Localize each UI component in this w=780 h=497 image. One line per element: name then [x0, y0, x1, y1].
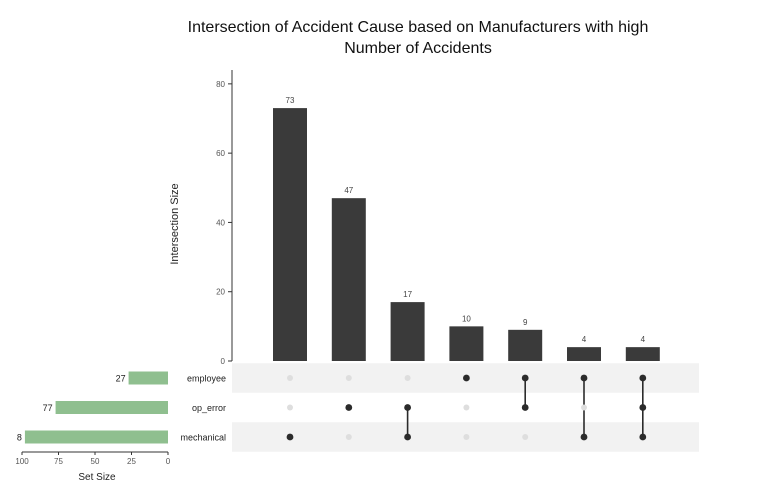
set-label-op_error: op_error	[192, 403, 226, 413]
matrix-dot-6-op_error	[581, 404, 587, 411]
set-size-bar-mechanical	[24, 430, 169, 444]
chart-title-line-2: Number of Accidents	[344, 40, 492, 57]
matrix-dot-3-employee	[404, 375, 411, 381]
bar-label-7: 4	[641, 335, 646, 344]
matrix-dot-6-mechanical	[580, 433, 588, 441]
matrix: employee op_error mechanical	[180, 363, 699, 452]
bar-5	[508, 329, 543, 361]
y-axis: 0 20 40 60 80	[216, 70, 233, 366]
set-label-mechanical: mechanical	[180, 433, 226, 443]
intersection-bars: 73 47 17 10 9 4 4	[273, 96, 660, 361]
matrix-dot-4-employee	[463, 374, 470, 382]
bar-label-1: 73	[286, 96, 295, 105]
set-label-employee: employee	[187, 374, 226, 384]
y-axis-label-group: Intersection Size	[169, 183, 181, 264]
y-tick-label-60: 60	[216, 149, 225, 158]
matrix-dot-1-op_error	[287, 404, 293, 411]
y-tick-label-40: 40	[216, 218, 225, 227]
bar-4	[449, 326, 484, 361]
matrix-dot-3-op_error	[404, 404, 411, 411]
chart-title: Intersection of Accident Cause based on …	[188, 19, 649, 57]
matrix-dot-7-mechanical	[639, 433, 647, 441]
set-size-tick-label-100: 100	[15, 457, 29, 466]
set-size-axis-label: Set Size	[78, 472, 116, 483]
y-axis-label: Intersection Size	[169, 183, 181, 264]
matrix-dot-7-employee	[639, 374, 647, 382]
bar-7	[625, 347, 660, 361]
bar-label-6: 4	[582, 335, 587, 344]
matrix-dot-1-employee	[287, 375, 293, 381]
bar-3	[390, 302, 425, 361]
set-size-value-employee: 27	[116, 374, 126, 384]
matrix-dot-1-mechanical	[286, 433, 294, 441]
matrix-dot-7-op_error	[639, 404, 647, 411]
set-size-tick-label-25: 25	[127, 457, 136, 466]
bar-6	[567, 347, 601, 361]
bar-label-3: 17	[403, 290, 412, 299]
matrix-dot-3-mechanical	[404, 433, 411, 441]
bar-1	[273, 108, 307, 361]
matrix-dot-5-mechanical	[522, 434, 529, 440]
matrix-dot-2-employee	[345, 375, 352, 381]
set-size-value-op_error: 77	[43, 403, 53, 413]
matrix-dot-5-employee	[521, 374, 529, 382]
matrix-dot-5-op_error	[521, 404, 529, 411]
y-tick-label-80: 80	[216, 80, 225, 89]
bar-2	[331, 198, 366, 361]
bar-label-4: 10	[462, 314, 471, 323]
set-size-panel: 27 77 8 100 75 50 25 0 Set Size	[15, 371, 171, 483]
chart-title-line-1: Intersection of Accident Cause based on …	[188, 19, 649, 36]
matrix-dot-4-mechanical	[463, 434, 470, 440]
set-size-bar-op_error	[55, 401, 168, 414]
set-size-tick-label-50: 50	[91, 457, 100, 466]
bar-label-2: 47	[344, 186, 353, 195]
y-tick-label-20: 20	[216, 288, 225, 297]
set-size-bar-employee	[128, 371, 168, 385]
matrix-dot-2-mechanical	[345, 434, 352, 440]
set-size-tick-label-75: 75	[54, 457, 63, 466]
matrix-dot-4-op_error	[463, 404, 470, 411]
set-size-value-mechanical: 8	[17, 433, 22, 443]
bar-label-5: 9	[523, 318, 528, 327]
y-tick-label-0: 0	[221, 357, 226, 366]
matrix-dot-2-op_error	[345, 404, 353, 411]
matrix-dot-6-employee	[580, 374, 588, 382]
set-size-tick-label-0: 0	[166, 457, 171, 466]
